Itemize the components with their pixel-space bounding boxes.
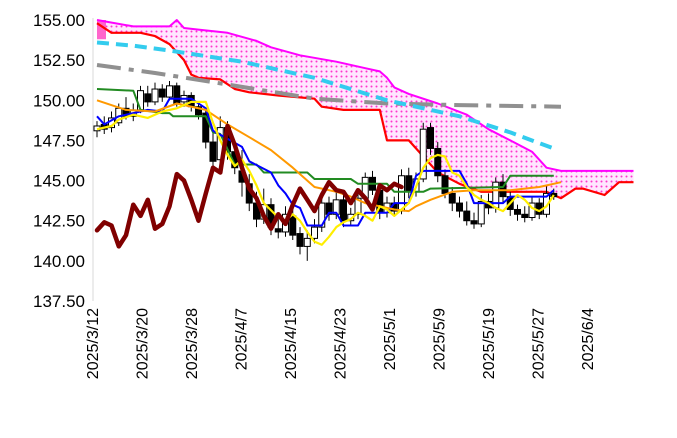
series-line-yellow: [96, 100, 555, 246]
candlestick: [202, 108, 210, 149]
series-line-red: [96, 22, 634, 200]
candlestick: [151, 82, 159, 106]
candlestick: [166, 81, 173, 101]
x-tick-label: 2025/3/20: [135, 308, 152, 379]
candlestick: [296, 227, 304, 255]
candlestick: [419, 122, 427, 183]
candlestick: [354, 190, 362, 220]
y-tick-label: 150.00: [33, 91, 85, 110]
candlestick: [311, 219, 318, 244]
x-tick-label: 2025/5/27: [531, 308, 548, 379]
series-line-orange: [96, 99, 562, 213]
candle-body-down: [195, 106, 202, 116]
candlestick: [514, 204, 521, 221]
candle-body-up: [419, 128, 427, 180]
candle-body-down: [202, 112, 210, 143]
candle-body-down: [441, 175, 449, 194]
candle-body-up: [477, 200, 485, 225]
candle-body-up: [303, 237, 311, 247]
series-line-gray-dashdot: [96, 63, 562, 109]
candlestick: [470, 212, 478, 229]
series-line-blue: [96, 97, 555, 227]
candle-body-down: [521, 213, 529, 219]
candlestick: [158, 84, 166, 102]
candle-body-down: [456, 202, 463, 212]
candle-body-up: [543, 192, 550, 215]
x-tick-label: 2025/4/15: [283, 308, 300, 379]
candle-body-down: [514, 208, 521, 215]
candle-body-down: [144, 93, 152, 103]
x-tick-label: 2025/6/4: [580, 308, 597, 370]
candle-body-down: [434, 147, 442, 177]
candle-body-up: [151, 88, 159, 103]
series-line-magenta: [96, 19, 634, 172]
x-tick-label: 2025/5/9: [432, 308, 449, 370]
y-tick-label: 140.00: [33, 252, 85, 271]
y-tick-label: 152.50: [33, 51, 85, 70]
candle-body-down: [448, 192, 456, 204]
series-line-dark-red: [94, 123, 404, 249]
candle-body-down: [427, 127, 434, 149]
candle-body-up: [311, 226, 318, 239]
candlestick: [434, 142, 442, 183]
candle-body-up: [354, 197, 362, 215]
candlestick: [463, 201, 471, 226]
x-tick-label: 2025/4/7: [234, 308, 251, 370]
candle-body-down: [405, 175, 413, 193]
y-tick-label: 142.50: [33, 212, 85, 231]
candlestick: [448, 186, 456, 212]
candle-body-up: [398, 175, 405, 212]
candle-body-down: [463, 210, 471, 222]
x-tick-label: 2025/3/28: [184, 308, 201, 379]
candle-body-up: [166, 85, 173, 98]
candlestick: [456, 196, 463, 218]
x-tick-label: 2025/4/23: [333, 308, 350, 379]
x-tick-label: 2025/3/12: [85, 308, 102, 379]
candlestick: [521, 206, 529, 223]
x-tick-label: 2025/5/19: [481, 308, 498, 379]
candle-body-down: [209, 141, 217, 162]
candle-body-down: [296, 233, 304, 247]
series-line-cyan-dash: [96, 40, 555, 151]
candle-body-down: [289, 215, 297, 236]
candle-body-down: [274, 228, 282, 233]
series-line-green: [96, 88, 554, 193]
candlestick: [303, 230, 311, 261]
cloud-start-patch: [97, 20, 106, 40]
candle-body-down: [173, 85, 181, 104]
y-tick-label: 147.50: [33, 131, 85, 150]
y-tick-label: 155.00: [33, 11, 85, 30]
candle-body-down: [470, 220, 478, 225]
y-tick-label: 137.50: [33, 292, 85, 311]
candle-body-up: [318, 202, 326, 228]
y-tick-label: 145.00: [33, 172, 85, 191]
candle-body-down: [158, 88, 166, 98]
x-tick-label: 2025/5/1: [382, 308, 399, 370]
candlestick: [427, 122, 434, 155]
candlestick: [543, 185, 550, 218]
candlestick: [144, 85, 152, 107]
candle-body-down: [340, 199, 347, 222]
